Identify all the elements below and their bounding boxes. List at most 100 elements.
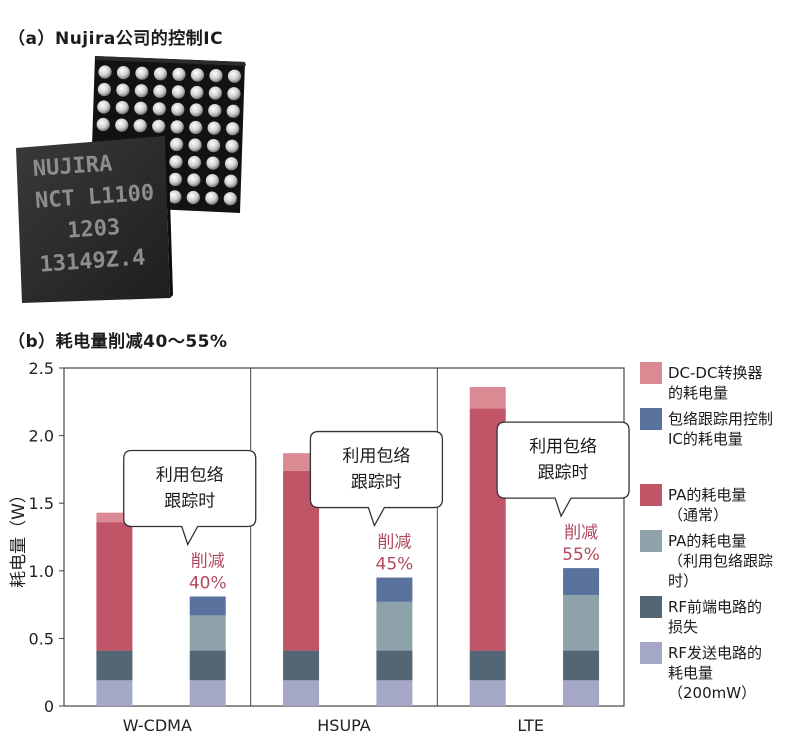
- bar-segment-pa: [96, 522, 133, 651]
- legend-label: 损失: [668, 618, 698, 636]
- y-tick-label: 0.5: [29, 629, 54, 648]
- callout-text: 跟踪时: [538, 463, 589, 483]
- solder-ball: [172, 67, 186, 81]
- reduction-label: 削减: [564, 523, 598, 543]
- reduction-label: 削减: [191, 551, 225, 571]
- group-dividers: [250, 368, 438, 706]
- solder-ball: [133, 119, 147, 133]
- bar-segment-rf_frontend: [96, 650, 133, 681]
- legend-swatch: [640, 642, 662, 664]
- bar-segment-rf_tx: [469, 680, 506, 706]
- solder-ball: [207, 139, 221, 153]
- callout-outline: [123, 449, 257, 547]
- solder-ball: [115, 101, 129, 115]
- legend-label: 包络跟踪用控制: [668, 410, 773, 428]
- callout-text: 利用包络: [529, 437, 597, 457]
- bar-segment-rf_frontend: [469, 650, 506, 681]
- solder-ball: [190, 85, 204, 100]
- legend-item-et_ic: 包络跟踪用控制 IC的耗电量: [640, 408, 773, 448]
- y-tick-label: 1.5: [29, 494, 54, 513]
- legend-swatch: [640, 596, 662, 618]
- solder-ball: [96, 117, 110, 132]
- bar-segment-et_ic: [189, 596, 226, 616]
- callout-text: 跟踪时: [351, 473, 402, 493]
- solder-ball: [115, 118, 129, 132]
- solder-ball: [205, 191, 219, 205]
- solder-ball: [171, 102, 185, 116]
- solder-ball: [98, 65, 112, 79]
- bar-segment-et_ic: [376, 577, 413, 602]
- legend-label: RF前端电路的: [668, 598, 762, 616]
- stacked-bar: [563, 568, 600, 706]
- x-axis: W-CDMA HSUPA LTE: [123, 716, 544, 735]
- solder-ball: [225, 139, 239, 153]
- legend-label: 耗电量: [668, 664, 713, 682]
- section-a-heading: （a）Nujira公司的控制IC: [8, 29, 224, 49]
- legend-swatch: [640, 530, 662, 552]
- stacked-bar: [96, 512, 133, 706]
- plot-border: [63, 367, 625, 707]
- solder-ball: [135, 66, 149, 80]
- bar-segment-rf_frontend: [283, 650, 320, 681]
- solder-ball: [169, 155, 183, 169]
- callout-text: 利用包络: [156, 465, 224, 485]
- solder-ball: [227, 87, 241, 101]
- bar-segment-dcdc: [96, 512, 133, 523]
- bar-segment-rf_tx: [189, 680, 226, 706]
- solder-ball: [152, 102, 166, 116]
- bar-segment-pa_et: [189, 615, 226, 651]
- legend-label: （利用包络跟踪: [668, 552, 773, 570]
- x-tick-label: W-CDMA: [123, 716, 192, 735]
- solder-ball: [168, 190, 182, 204]
- solder-ball: [116, 66, 131, 80]
- y-tick-label: 2.0: [29, 427, 54, 446]
- solder-ball: [134, 84, 148, 98]
- legend-label: PA的耗电量: [668, 532, 746, 550]
- legend-label: 的耗电量: [668, 384, 728, 402]
- y-axis: 0 0.5 1.0 1.5 2.0 2.5 耗电量（W）: [9, 359, 64, 716]
- x-tick-label: HSUPA: [317, 716, 371, 735]
- callout-outline: [309, 430, 444, 528]
- bar-segment-rf_frontend: [189, 650, 226, 681]
- bar-segment-pa_et: [376, 601, 413, 651]
- chip-marking-text: NUJIRA NCT L1100 1203 13149Z.4: [32, 151, 155, 277]
- y-tick-label: 1.0: [29, 562, 54, 581]
- bar-segment-et_ic: [563, 568, 600, 596]
- bga-chip-front: NUJIRA NCT L1100 1203 13149Z.4: [16, 134, 173, 303]
- bar-segment-rf_frontend: [563, 650, 600, 681]
- y-axis-label: 耗电量（W）: [9, 486, 29, 588]
- solder-ball: [209, 69, 223, 83]
- bar-segment-rf_tx: [376, 680, 413, 706]
- legend-item-pa: PA的耗电量 （通常）: [640, 484, 746, 524]
- stacked-bar: [283, 453, 320, 706]
- bar-segment-rf_frontend: [376, 650, 413, 681]
- stacked-bars: [96, 386, 600, 706]
- solder-ball: [227, 69, 242, 83]
- solder-ball: [187, 173, 201, 187]
- chip-marking-line: NUJIRA: [32, 151, 113, 181]
- solder-ball: [153, 84, 167, 98]
- reduction-percent: 55%: [562, 545, 600, 565]
- solder-ball: [170, 137, 184, 151]
- solder-ball: [153, 67, 168, 81]
- callout-text: 跟踪时: [164, 491, 215, 511]
- stacked-bar: [189, 596, 226, 706]
- solder-ball: [207, 121, 221, 135]
- power-consumption-chart: 0 0.5 1.0 1.5 2.0 2.5 耗电量（W） W-CDMA HSUPA LTE 40…: [9, 359, 773, 735]
- solder-ball: [190, 68, 205, 82]
- solder-ball: [206, 156, 220, 170]
- solder-ball: [205, 174, 219, 188]
- nujira-chip-photo: NUJIRA NCT L1100 1203 13149Z.4: [16, 56, 246, 303]
- callout-outline: [496, 421, 630, 518]
- legend-label: PA的耗电量: [668, 486, 746, 504]
- section-b-heading: （b）耗电量削减40～55%: [8, 332, 228, 352]
- solder-ball: [171, 85, 185, 99]
- legend-swatch: [640, 362, 662, 384]
- solder-ball: [134, 101, 148, 115]
- solder-ball: [116, 83, 130, 97]
- legend-label: （通常）: [668, 506, 728, 524]
